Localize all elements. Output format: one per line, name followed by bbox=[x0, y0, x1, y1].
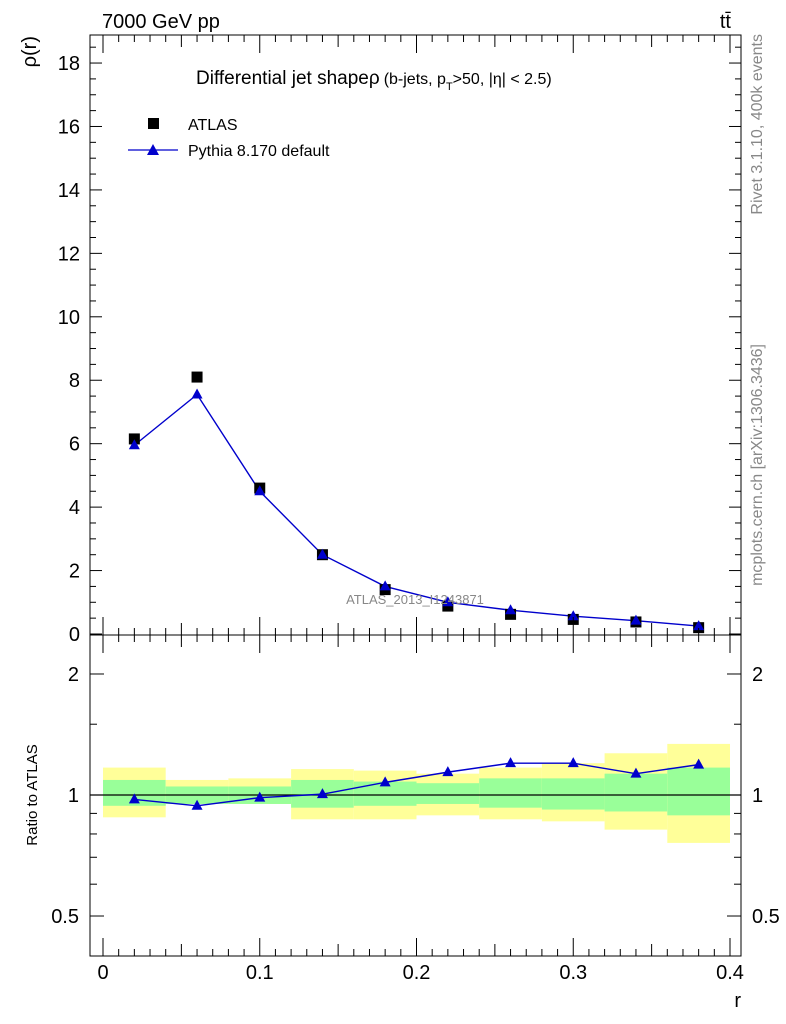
ratio-y-tick-label-right: 0.5 bbox=[752, 906, 780, 928]
atlas-data-point bbox=[128, 433, 140, 445]
ratio-band-inner bbox=[604, 773, 668, 812]
ratio-y-tick-label-right: 1 bbox=[752, 785, 763, 807]
legend-pythia-marker bbox=[147, 144, 159, 155]
ratio-pythia-point bbox=[316, 788, 328, 799]
ratio-y-ticks: 0.5 0.5 1 1 2 2 bbox=[51, 664, 780, 928]
main-chart-title: Differential jet shapeρ (b-jets, pT>50, |… bbox=[196, 68, 552, 93]
legend-atlas-label: ATLAS bbox=[188, 117, 238, 134]
pythia-point bbox=[505, 604, 517, 615]
ratio-marks-layer bbox=[128, 757, 705, 810]
legend: ATLAS Pythia 8.170 default bbox=[128, 117, 330, 160]
ratio-pythia-point bbox=[505, 757, 517, 768]
x-tick-label: 0.3 bbox=[559, 962, 587, 984]
pythia-point bbox=[630, 614, 642, 625]
main-y-tick-label: 0 bbox=[69, 624, 80, 646]
main-y-tick-label: 10 bbox=[58, 307, 80, 329]
pythia-point bbox=[191, 388, 203, 399]
ratio-band-inner bbox=[416, 783, 480, 804]
x-tick-label: 0.4 bbox=[716, 962, 744, 984]
main-y-tick-label: 12 bbox=[58, 243, 80, 265]
ratio-pythia-point bbox=[191, 799, 203, 810]
pythia-point bbox=[442, 596, 454, 607]
ratio-pythia-point bbox=[442, 766, 454, 777]
main-y-axis-label: ρ(r) bbox=[19, 36, 41, 67]
atlas-data-point bbox=[191, 371, 203, 383]
main-y-tick-label: 4 bbox=[69, 497, 80, 519]
mcplots-side-label: mcplots.cern.ch [arXiv:1306.3436] bbox=[749, 344, 766, 586]
ratio-band-inner bbox=[479, 778, 542, 808]
legend-atlas-marker bbox=[148, 118, 159, 129]
atlas-data-point bbox=[505, 608, 517, 620]
main-y-tick-label: 8 bbox=[69, 370, 80, 392]
ratio-pythia-point bbox=[693, 758, 705, 769]
ratio-panel: 0.5 0.51 12 2 0 0.1 0.2 0.3 0.4 Ratio to ATLAS … bbox=[24, 634, 780, 1012]
main-y-tick-label: 2 bbox=[69, 561, 80, 583]
legend-pythia-label: Pythia 8.170 default bbox=[188, 143, 330, 160]
ratio-y-tick-label-right: 2 bbox=[752, 664, 763, 686]
ratio-x-ticks: 0 0.1 0.2 0.3 0.4 bbox=[97, 635, 744, 984]
ratio-pythia-point bbox=[630, 767, 642, 778]
ratio-band-inner bbox=[541, 778, 605, 810]
ratio-pythia-point bbox=[379, 776, 391, 787]
ratio-bands-layer bbox=[90, 743, 741, 843]
ratio-y-tick-label-left: 2 bbox=[68, 664, 79, 686]
x-axis-label: r bbox=[734, 990, 741, 1012]
pythia-point bbox=[379, 580, 391, 591]
main-marks-layer bbox=[128, 371, 705, 634]
ratio-y-tick-label-left: 1 bbox=[68, 785, 79, 807]
rivet-side-label: Rivet 3.1.10, 400k events bbox=[749, 34, 766, 215]
ratio-band-inner bbox=[667, 767, 730, 816]
x-tick-label: 0.1 bbox=[246, 962, 274, 984]
ratio-pythia-line bbox=[134, 762, 699, 807]
header-right-label: tt̄ bbox=[720, 11, 732, 33]
pythia-line bbox=[133, 393, 699, 627]
ratio-pythia-point bbox=[567, 757, 579, 768]
main-x-ticks bbox=[102, 35, 731, 635]
pythia-point bbox=[316, 548, 328, 559]
x-tick-label: 0.2 bbox=[403, 962, 431, 984]
analysis-watermark: ATLAS_2013_I1243871 bbox=[346, 592, 484, 607]
pythia-point bbox=[254, 485, 266, 496]
ratio-pythia-point bbox=[128, 793, 140, 804]
pythia-point bbox=[693, 620, 705, 631]
ratio-pythia-point bbox=[254, 791, 266, 802]
main-y-ticks: 0 2 4 6 8 10 12 14 16 18 bbox=[58, 46, 741, 646]
main-y-tick-label: 14 bbox=[58, 180, 80, 202]
main-panel: 0 2 4 6 8 10 12 14 16 18 ρ(r) Differential jet sh… bbox=[19, 34, 742, 646]
x-tick-label: 0 bbox=[97, 962, 108, 984]
ratio-y-axis-label: Ratio to ATLAS bbox=[24, 744, 41, 845]
main-y-tick-label: 16 bbox=[58, 116, 80, 138]
header-left-label: 7000 GeV pp bbox=[102, 11, 220, 33]
ratio-y-tick-label-left: 0.5 bbox=[51, 906, 79, 928]
main-y-tick-label: 6 bbox=[69, 434, 80, 456]
main-y-tick-label: 18 bbox=[58, 53, 80, 75]
pythia-point bbox=[567, 610, 579, 621]
pythia-point bbox=[128, 439, 140, 450]
